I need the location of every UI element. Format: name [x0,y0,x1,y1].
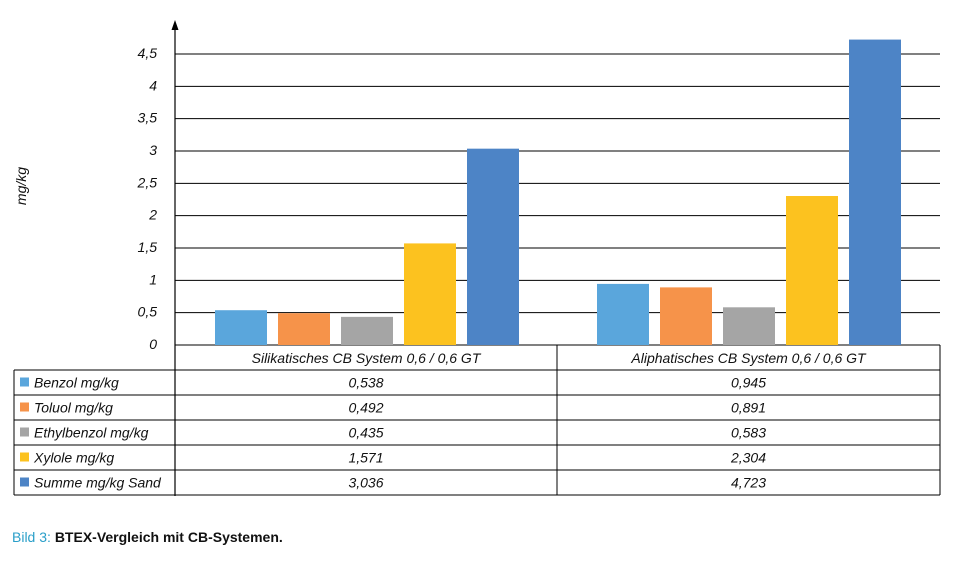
y-tick-label: 4,5 [138,45,158,61]
y-tick-label: 1 [149,271,157,287]
y-tick-label: 0,5 [138,304,158,320]
data-value: 0,492 [348,400,383,416]
data-value: 4,723 [731,475,766,491]
category-label: Silikatisches CB System 0,6 / 0,6 GT [252,350,482,366]
legend-swatch [20,377,29,387]
legend-swatch [20,402,29,412]
category-label: Aliphatisches CB System 0,6 / 0,6 GT [630,350,867,366]
bar [849,39,901,345]
data-value: 1,571 [348,450,383,466]
data-value: 0,435 [348,425,383,441]
y-tick-label: 4 [149,77,157,93]
gridlines [175,53,940,346]
y-tick-label: 3 [149,142,157,158]
bar [215,310,267,345]
data-value: 2,304 [730,450,766,466]
btex-chart: 0 0,5 1 1,5 2 2,5 3 3,5 4 4,5 mg/kg Silikatisches… [13,20,941,496]
y-tick-label: 2,5 [137,174,158,190]
data-value: 0,945 [731,375,766,391]
y-axis-arrow [171,20,179,30]
y-tick-label: 1,5 [138,239,158,255]
series-name: Benzol mg/kg [34,375,119,391]
data-value: 0,891 [731,400,766,416]
bar [723,307,775,345]
bar [278,313,330,345]
bar [786,196,838,345]
bar [597,283,649,345]
y-axis-label: mg/kg [13,167,29,205]
data-value: 3,036 [348,475,383,491]
series-name: Ethylbenzol mg/kg [34,425,149,441]
caption-text: BTEX-Vergleich mit CB-Systemen. [54,529,283,545]
series-name: Toluol mg/kg [34,400,113,416]
data-value: 0,538 [348,375,383,391]
series-name: Summe mg/kg Sand [34,475,162,491]
series-name: Xylole mg/kg [33,450,114,466]
data-table: Silikatisches CB System 0,6 / 0,6 GT Alip… [13,345,941,496]
bar [660,287,712,345]
legend-swatch [20,477,29,487]
figure-caption: Bild 3: BTEX-Vergleich mit CB-Systemen. [12,529,283,545]
bar [404,243,456,345]
caption-prefix: Bild 3: [12,529,51,545]
legend-swatch [20,452,29,462]
y-tick-label: 2 [148,207,157,223]
y-tick-label: 0 [149,336,157,352]
legend-swatch [20,427,29,437]
bar [341,316,393,345]
bar [467,148,519,345]
bars [215,39,901,345]
y-tick-label: 3,5 [138,110,158,126]
data-value: 0,583 [731,425,766,441]
y-tick-labels: 0 0,5 1 1,5 2 2,5 3 3,5 4 4,5 [137,45,158,352]
